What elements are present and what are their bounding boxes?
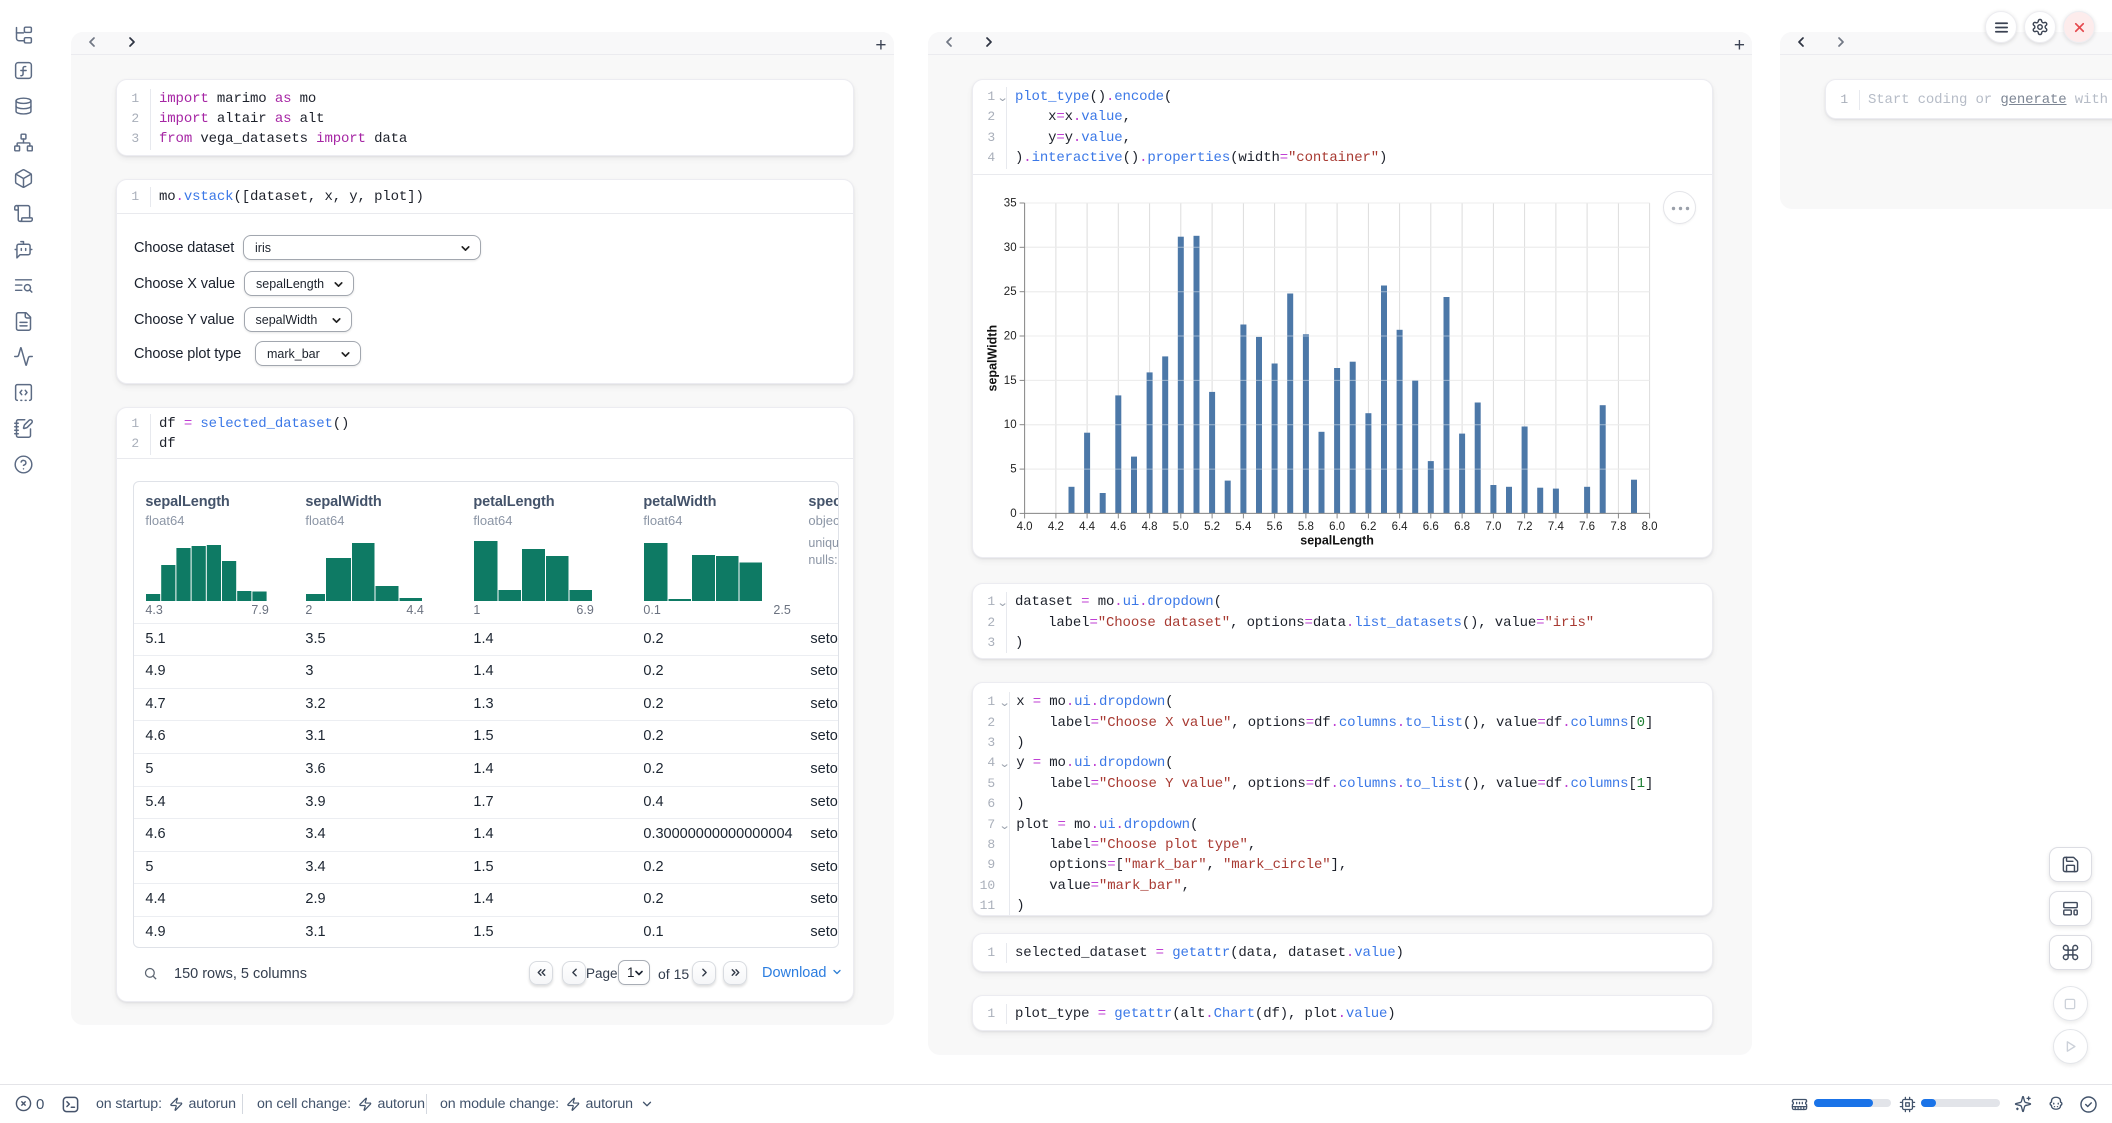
svg-text:0: 0 bbox=[1010, 508, 1016, 520]
svg-text:5.0: 5.0 bbox=[1173, 521, 1189, 533]
svg-text:7.0: 7.0 bbox=[1485, 521, 1501, 533]
svg-text:5.8: 5.8 bbox=[1298, 521, 1314, 533]
svg-text:6.6: 6.6 bbox=[1423, 521, 1439, 533]
svg-text:4.6: 4.6 bbox=[1110, 521, 1126, 533]
svg-text:sepalLength: sepalLength bbox=[1300, 533, 1374, 547]
svg-text:sepalWidth: sepalWidth bbox=[986, 325, 1000, 392]
svg-text:10: 10 bbox=[1004, 419, 1017, 431]
svg-text:5.6: 5.6 bbox=[1267, 521, 1283, 533]
svg-text:20: 20 bbox=[1004, 331, 1017, 343]
svg-text:4.4: 4.4 bbox=[1079, 521, 1096, 533]
svg-text:15: 15 bbox=[1004, 375, 1017, 387]
svg-text:30: 30 bbox=[1004, 242, 1017, 254]
svg-text:5.2: 5.2 bbox=[1204, 521, 1220, 533]
svg-text:4.2: 4.2 bbox=[1048, 521, 1064, 533]
svg-text:6.2: 6.2 bbox=[1360, 521, 1376, 533]
svg-text:7.4: 7.4 bbox=[1548, 521, 1565, 533]
svg-text:4.0: 4.0 bbox=[1017, 521, 1033, 533]
svg-text:6.8: 6.8 bbox=[1454, 521, 1470, 533]
svg-text:7.8: 7.8 bbox=[1610, 521, 1626, 533]
svg-text:6.0: 6.0 bbox=[1329, 521, 1345, 533]
svg-text:7.6: 7.6 bbox=[1579, 521, 1595, 533]
svg-text:8.0: 8.0 bbox=[1642, 521, 1658, 533]
svg-text:7.2: 7.2 bbox=[1517, 521, 1533, 533]
svg-text:5: 5 bbox=[1010, 464, 1016, 476]
svg-text:35: 35 bbox=[1004, 198, 1017, 210]
svg-text:4.8: 4.8 bbox=[1142, 521, 1158, 533]
svg-text:5.4: 5.4 bbox=[1235, 521, 1252, 533]
svg-text:6.4: 6.4 bbox=[1392, 521, 1409, 533]
svg-text:25: 25 bbox=[1004, 286, 1017, 298]
